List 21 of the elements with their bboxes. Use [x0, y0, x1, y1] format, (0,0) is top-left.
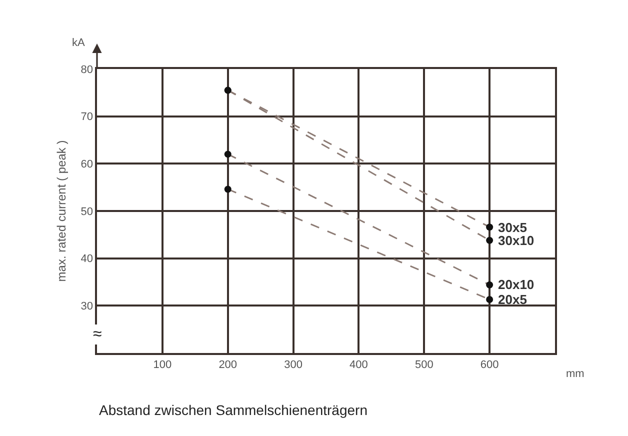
y-tick-label: 70 [80, 111, 93, 124]
x-tick-label: 100 [153, 359, 172, 371]
series-label: 20x10 [498, 277, 534, 292]
x-tick-label: 300 [284, 359, 302, 371]
y-tick-label: 30 [80, 300, 93, 313]
text: mm [566, 368, 584, 380]
x-tick-label: 200 [218, 359, 238, 371]
text: Abstand zwischen Sammelschienenträgern [99, 402, 368, 418]
series-label: 20x5 [498, 292, 527, 307]
x-tick-label: 600 [480, 359, 499, 371]
y-axis-title: max. rated current ( peak ) [54, 140, 69, 282]
y-tick-label: 80 [80, 64, 93, 76]
series-label: 30x5 [498, 220, 527, 235]
y-tick-label: 50 [80, 206, 93, 218]
annotation: ≈ [93, 326, 102, 343]
x-tick-label: 500 [414, 359, 434, 371]
x-tick-label: 400 [350, 359, 368, 371]
y-tick-label: 40 [80, 253, 93, 266]
y-tick-label: 60 [80, 158, 93, 171]
series-label: 30x10 [498, 233, 534, 248]
text: kA [72, 37, 86, 49]
